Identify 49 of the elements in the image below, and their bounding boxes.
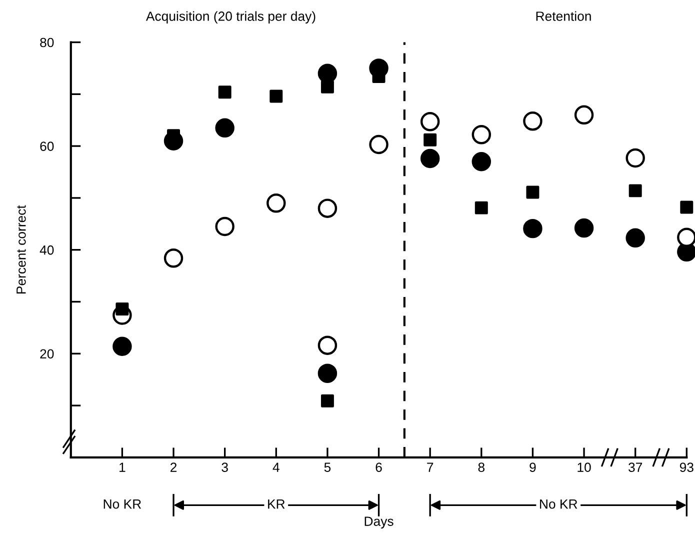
point — [574, 105, 594, 125]
y-tick-label: 20 — [40, 349, 54, 359]
text: Acquisition (20 trials per day) — [146, 11, 316, 24]
text: No KR — [104, 500, 142, 509]
point — [680, 200, 694, 214]
point — [369, 134, 388, 154]
x-tick-label: 7 — [427, 462, 434, 472]
y-axis-title: Percent correct — [16, 205, 26, 294]
point — [215, 118, 234, 138]
point — [472, 152, 492, 172]
point — [523, 218, 542, 238]
point — [472, 125, 492, 144]
x-tick-label: 9 — [530, 462, 536, 472]
x-tick-label: 3 — [222, 462, 228, 472]
point — [270, 90, 283, 103]
point — [526, 186, 540, 199]
x-tick-label: 8 — [478, 462, 484, 472]
text: No KR — [540, 500, 578, 509]
x-tick-label: 4 — [272, 462, 280, 472]
x-axis-title: Days — [364, 516, 394, 529]
x-tick-label: 37 — [628, 462, 642, 472]
point — [626, 148, 645, 168]
y-tick-label: 80 — [40, 38, 54, 48]
point — [112, 336, 132, 356]
point — [266, 194, 286, 213]
y-tick-label: 40 — [40, 245, 54, 255]
point — [420, 112, 440, 132]
point — [218, 86, 232, 99]
point — [574, 218, 594, 238]
x-tick-label: 10 — [578, 462, 591, 472]
point — [628, 184, 642, 198]
x-tick-label: 2 — [170, 462, 177, 472]
x-tick-label: 93 — [680, 462, 694, 472]
point — [420, 148, 440, 168]
x-tick-label: 1 — [120, 462, 126, 472]
point — [318, 198, 338, 218]
x-tick-label: 6 — [376, 462, 382, 472]
text: KR — [268, 500, 285, 509]
point — [116, 302, 129, 316]
x-tick-label: 5 — [324, 462, 331, 472]
point — [320, 80, 334, 94]
text: Retention — [536, 11, 591, 21]
point — [424, 133, 437, 146]
point — [474, 201, 488, 214]
point — [626, 228, 645, 248]
point — [215, 216, 234, 236]
point — [164, 248, 184, 268]
point — [523, 112, 542, 131]
y-tick-label: 60 — [40, 142, 54, 151]
